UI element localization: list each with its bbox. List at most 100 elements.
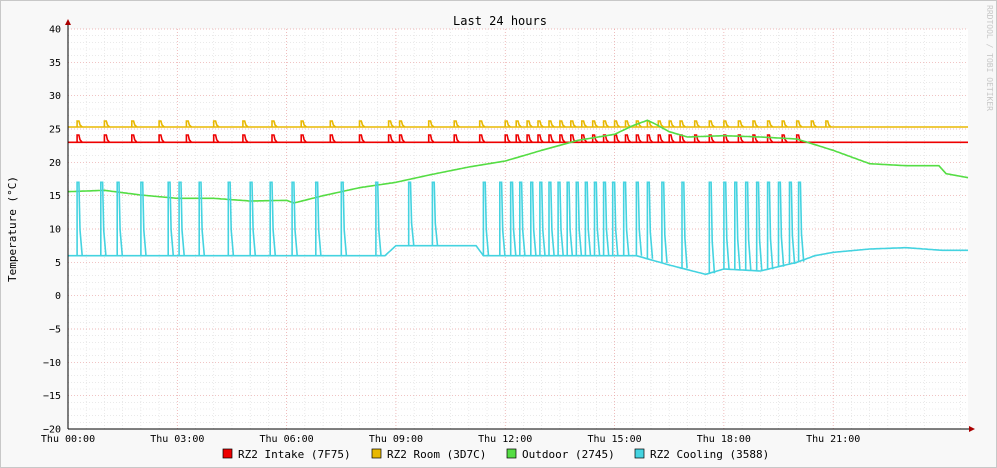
series-spike-rz2-room-3d7c bbox=[810, 120, 817, 128]
series-spike-rz2-cooling-3588 bbox=[566, 181, 574, 256]
series-spike-rz2-intake-7f75 bbox=[537, 134, 544, 143]
series-spike-rz2-room-3d7c bbox=[752, 120, 759, 128]
series-spike-rz2-room-3d7c bbox=[825, 120, 832, 128]
series-spike-rz2-cooling-3588 bbox=[661, 181, 668, 263]
x-axis-arrow-icon bbox=[969, 426, 975, 432]
x-tick-label: Thu 09:00 bbox=[369, 434, 423, 445]
series-spike-rz2-intake-7f75 bbox=[504, 134, 511, 143]
series-spike-rz2-room-3d7c bbox=[668, 120, 675, 128]
series-spike-rz2-cooling-3588 bbox=[723, 181, 730, 270]
series-spike-rz2-room-3d7c bbox=[602, 120, 610, 128]
series-line-outdoor-2745 bbox=[67, 119, 969, 204]
series-spike-rz2-intake-7f75 bbox=[103, 134, 111, 143]
series-spike-rz2-cooling-3588 bbox=[140, 181, 147, 256]
series-spike-rz2-room-3d7c bbox=[131, 120, 138, 128]
series-spike-rz2-cooling-3588 bbox=[548, 181, 555, 256]
series-spike-rz2-cooling-3588 bbox=[602, 181, 610, 256]
series-spike-rz2-intake-7f75 bbox=[212, 134, 220, 143]
series-spike-rz2-room-3d7c bbox=[358, 120, 366, 128]
x-tick-label: Thu 00:00 bbox=[41, 434, 95, 445]
legend-label: RZ2 Intake (7F75) bbox=[238, 448, 351, 461]
series-spike-rz2-room-3d7c bbox=[613, 120, 621, 128]
series-spike-rz2-intake-7f75 bbox=[668, 134, 675, 143]
series-spike-rz2-cooling-3588 bbox=[539, 181, 546, 256]
series-spike-rz2-cooling-3588 bbox=[681, 181, 688, 269]
series-spike-rz2-room-3d7c bbox=[570, 120, 577, 128]
series-spike-rz2-cooling-3588 bbox=[530, 181, 537, 256]
series-spike-rz2-room-3d7c bbox=[693, 120, 701, 128]
series-spike-rz2-room-3d7c bbox=[398, 120, 406, 128]
series-spike-rz2-intake-7f75 bbox=[708, 134, 716, 143]
series-spike-rz2-intake-7f75 bbox=[387, 134, 395, 143]
legend-label: RZ2 Room (3D7C) bbox=[387, 448, 486, 461]
series-spike-rz2-room-3d7c bbox=[212, 120, 220, 128]
series-spike-rz2-room-3d7c bbox=[795, 120, 803, 128]
series-spike-rz2-intake-7f75 bbox=[131, 134, 138, 143]
series-spike-rz2-room-3d7c bbox=[624, 120, 632, 128]
series-spike-rz2-cooling-3588 bbox=[116, 181, 124, 256]
series-spike-rz2-room-3d7c bbox=[158, 120, 165, 128]
y-tick-label: 10 bbox=[49, 225, 61, 236]
series-spike-rz2-cooling-3588 bbox=[178, 181, 185, 256]
series-spike-rz2-room-3d7c bbox=[635, 120, 643, 128]
series-spike-rz2-intake-7f75 bbox=[242, 134, 249, 143]
series-spike-rz2-cooling-3588 bbox=[622, 181, 630, 256]
series-spike-rz2-intake-7f75 bbox=[398, 134, 406, 143]
series-spike-rz2-room-3d7c bbox=[581, 120, 588, 128]
series-spike-rz2-room-3d7c bbox=[657, 120, 664, 128]
y-tick-label: 40 bbox=[49, 25, 61, 36]
series-spike-rz2-cooling-3588 bbox=[755, 181, 763, 271]
series-spike-rz2-cooling-3588 bbox=[734, 181, 741, 270]
series-spike-rz2-intake-7f75 bbox=[515, 134, 522, 143]
series-spike-rz2-cooling-3588 bbox=[76, 181, 83, 256]
y-tick-label: 20 bbox=[49, 158, 61, 169]
series-spike-rz2-cooling-3588 bbox=[249, 181, 257, 256]
y-tick-labels: −20 −15 −10 −5 0 5 10 15 20 25 30 35 40 bbox=[43, 25, 61, 436]
series-spike-rz2-intake-7f75 bbox=[613, 134, 621, 143]
series-spike-rz2-cooling-3588 bbox=[315, 181, 322, 256]
series-spike-rz2-intake-7f75 bbox=[526, 134, 533, 143]
series-spike-rz2-intake-7f75 bbox=[185, 134, 193, 143]
series-spike-rz2-intake-7f75 bbox=[453, 134, 460, 143]
series-spike-rz2-cooling-3588 bbox=[291, 181, 298, 256]
series-spike-rz2-intake-7f75 bbox=[76, 134, 83, 143]
series-spike-rz2-cooling-3588 bbox=[635, 181, 643, 256]
x-tick-label: Thu 18:00 bbox=[697, 434, 751, 445]
series-spike-rz2-room-3d7c bbox=[737, 120, 745, 128]
series-spike-rz2-cooling-3588 bbox=[611, 181, 619, 256]
series-spike-rz2-room-3d7c bbox=[453, 120, 460, 128]
series-spike-rz2-cooling-3588 bbox=[198, 181, 206, 256]
y-tick-label: 0 bbox=[55, 291, 61, 302]
y-tick-label: 5 bbox=[55, 258, 61, 269]
series-spike-rz2-intake-7f75 bbox=[271, 134, 278, 143]
series-spike-rz2-intake-7f75 bbox=[624, 134, 632, 143]
legend-swatch bbox=[634, 448, 645, 459]
series-spike-rz2-cooling-3588 bbox=[431, 181, 439, 246]
x-tick-labels: Thu 00:00 Thu 03:00 Thu 06:00 Thu 09:00 Thu … bbox=[41, 434, 860, 445]
series-spike-rz2-room-3d7c bbox=[271, 120, 278, 128]
legend-swatch bbox=[222, 448, 233, 459]
series-spike-rz2-room-3d7c bbox=[427, 120, 435, 128]
series-spike-rz2-room-3d7c bbox=[515, 120, 522, 128]
series-spike-rz2-cooling-3588 bbox=[167, 181, 175, 256]
y-axis-arrow-icon bbox=[65, 19, 71, 25]
series-spike-rz2-room-3d7c bbox=[766, 120, 774, 128]
series-spike-rz2-room-3d7c bbox=[548, 120, 555, 128]
y-axis-label: Temperature (°C) bbox=[6, 176, 19, 282]
series-spike-rz2-intake-7f75 bbox=[548, 134, 555, 143]
series-spike-rz2-room-3d7c bbox=[76, 120, 83, 128]
series-spike-rz2-cooling-3588 bbox=[557, 181, 564, 256]
series-spike-rz2-room-3d7c bbox=[387, 120, 395, 128]
series-spike-rz2-intake-7f75 bbox=[158, 134, 165, 143]
series-spike-rz2-room-3d7c bbox=[185, 120, 193, 128]
series-spike-rz2-room-3d7c bbox=[478, 120, 486, 128]
series-spike-rz2-cooling-3588 bbox=[100, 181, 107, 256]
series-spike-rz2-intake-7f75 bbox=[329, 134, 337, 143]
series-spike-rz2-room-3d7c bbox=[504, 120, 511, 128]
x-tick-label: Thu 21:00 bbox=[806, 434, 860, 445]
axes bbox=[65, 19, 975, 432]
series-spike-rz2-cooling-3588 bbox=[708, 181, 716, 274]
series-layer bbox=[67, 119, 969, 276]
